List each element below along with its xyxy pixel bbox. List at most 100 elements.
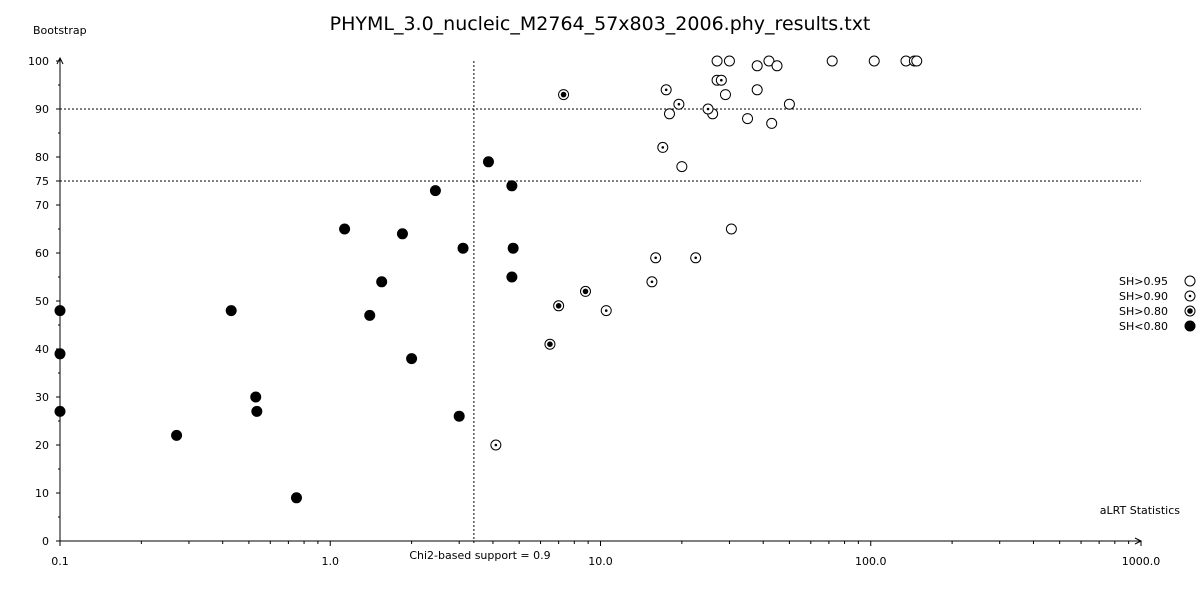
- marker-ring: [783, 98, 795, 110]
- marker-ring: [725, 223, 737, 235]
- marker-dot: [494, 443, 498, 447]
- data-point: [676, 161, 688, 173]
- data-point: [171, 429, 183, 441]
- data-point: [766, 117, 778, 129]
- data-point: [507, 242, 519, 254]
- data-point: [396, 228, 408, 240]
- legend-marker: [1184, 320, 1196, 332]
- marker-dot: [654, 256, 657, 260]
- data-point: [558, 89, 570, 101]
- marker-ring: [771, 60, 783, 72]
- data-point: [54, 348, 66, 360]
- y-tick-label: 90: [35, 103, 49, 116]
- marker-dot: [677, 102, 681, 106]
- marker-fill: [250, 391, 262, 403]
- marker-ring: [1184, 275, 1196, 287]
- marker-fill: [364, 309, 376, 321]
- data-point: [663, 108, 675, 120]
- data-point: [54, 405, 66, 417]
- data-point: [763, 55, 775, 67]
- data-point: [429, 185, 441, 197]
- data-point: [657, 141, 669, 153]
- data-point: [54, 305, 66, 317]
- y-axis-label: Bootstrap: [33, 24, 87, 37]
- marker-ring: [911, 55, 923, 67]
- data-point: [711, 55, 723, 67]
- marker-fill: [506, 180, 518, 192]
- marker-fill: [506, 271, 518, 283]
- legend-marker: [1184, 290, 1196, 302]
- data-points: [54, 55, 923, 504]
- marker-dot: [706, 107, 710, 111]
- data-point: [457, 242, 469, 254]
- y-axis-ticks: 0 10 20 30 40 50 60 70 75 80 90 100: [28, 55, 60, 548]
- marker-fill: [54, 405, 66, 417]
- marker-ring: [719, 89, 731, 101]
- x-tick-label: 1.0: [322, 555, 340, 568]
- data-point: [742, 113, 754, 125]
- marker-fill: [54, 305, 66, 317]
- marker-ring: [676, 161, 688, 173]
- y-tick-label: 60: [35, 247, 49, 260]
- marker-ring: [766, 117, 778, 129]
- marker-fill: [225, 305, 237, 317]
- data-point: [646, 276, 658, 288]
- marker-fill: [251, 405, 263, 417]
- data-point: [290, 492, 302, 504]
- marker-fill: [171, 429, 183, 441]
- y-tick-label: 10: [35, 487, 49, 500]
- data-point: [660, 84, 672, 96]
- marker-ring: [663, 108, 675, 120]
- data-point: [690, 252, 702, 264]
- x-tick-label: 0.1: [51, 555, 69, 568]
- marker-fill: [339, 223, 351, 235]
- marker-dot: [661, 146, 665, 149]
- y-tick-label: 70: [35, 199, 49, 212]
- marker-fill: [396, 228, 408, 240]
- data-point: [482, 156, 494, 168]
- legend: SH>0.95 SH>0.90 SH>0.80 SH<0.80: [1119, 275, 1196, 333]
- marker-dot: [720, 78, 723, 82]
- data-point: [868, 55, 880, 67]
- data-point: [553, 300, 565, 312]
- data-point: [250, 391, 262, 403]
- data-point: [376, 276, 388, 288]
- marker-ring: [711, 55, 723, 67]
- marker-fill: [54, 348, 66, 360]
- marker-dot: [604, 309, 608, 312]
- chi2-support-label: Chi2-based support = 0.9: [409, 549, 550, 562]
- legend-label: SH>0.90: [1119, 290, 1168, 303]
- x-tick-label: 1000.0: [1122, 555, 1161, 568]
- reference-lines: [60, 61, 1141, 543]
- data-point: [506, 180, 518, 192]
- marker-ring: [751, 60, 763, 72]
- marker-fill: [290, 492, 302, 504]
- data-point: [723, 55, 735, 67]
- data-point: [911, 55, 923, 67]
- data-point: [719, 89, 731, 101]
- legend-marker: [1184, 275, 1196, 287]
- marker-fill: [507, 242, 519, 254]
- marker-core: [582, 288, 589, 295]
- data-point: [826, 55, 838, 67]
- marker-fill: [1184, 320, 1196, 332]
- data-point: [771, 60, 783, 72]
- marker-dot: [1188, 294, 1192, 298]
- legend-label: SH>0.95: [1119, 275, 1168, 288]
- data-point: [490, 439, 502, 451]
- marker-core: [547, 341, 553, 348]
- data-point: [364, 309, 376, 321]
- marker-dot: [694, 256, 697, 260]
- marker-fill: [429, 185, 441, 197]
- x-axis-label: aLRT Statistics: [1100, 504, 1180, 517]
- marker-ring: [763, 55, 775, 67]
- marker-fill: [482, 156, 494, 168]
- data-point: [751, 84, 763, 96]
- chart-title: PHYML_3.0_nucleic_M2764_57x803_2006.phy_…: [330, 13, 871, 35]
- marker-ring: [742, 113, 754, 125]
- marker-fill: [453, 410, 465, 422]
- marker-fill: [457, 242, 469, 254]
- data-point: [225, 305, 237, 317]
- data-point: [725, 223, 737, 235]
